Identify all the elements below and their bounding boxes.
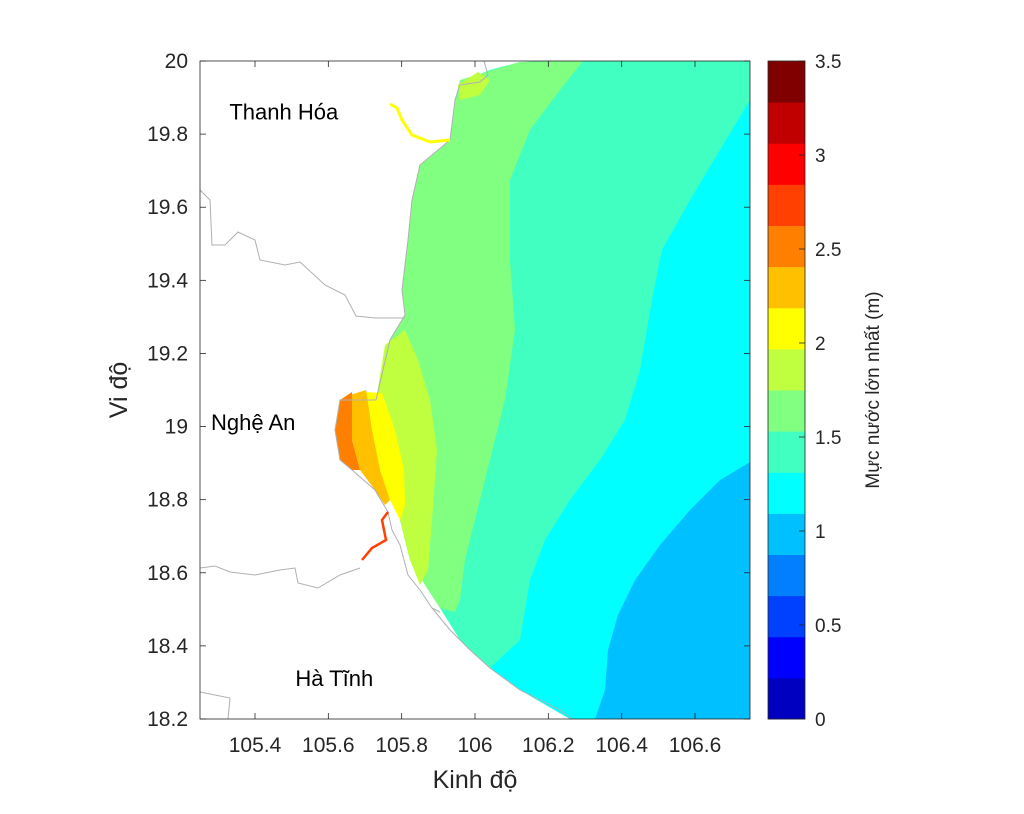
colorbar-segment	[768, 554, 805, 597]
contour-bands	[335, 61, 750, 719]
ha-tinh-coast	[431, 607, 573, 720]
place-label: Nghệ An	[211, 410, 295, 435]
y-tick-label: 19.2	[147, 342, 188, 365]
y-tick-label: 19	[165, 416, 188, 439]
y-tick-label: 18.8	[147, 489, 188, 512]
colorbar-segment	[768, 143, 805, 185]
x-axis-label: Kinh độ	[433, 766, 518, 794]
colorbar-segment	[768, 390, 805, 432]
colorbar-segment	[768, 431, 805, 473]
colorbar-segment	[768, 102, 805, 144]
y-axis-label: Vi độ	[105, 362, 133, 419]
colorbar-segment	[768, 472, 805, 514]
y-tick-label: 18.6	[147, 562, 188, 585]
y-tick-label: 20	[165, 50, 188, 73]
colorbar-tick-label: 3	[815, 146, 826, 167]
place-labels: Thanh Hóa Nghệ An Hà Tĩnh	[211, 99, 373, 691]
colorbar-tick-label: 2.5	[815, 240, 841, 261]
band-2.25-2.5	[365, 392, 405, 520]
nghe-an-river	[361, 511, 389, 561]
colorbar-segment	[768, 307, 805, 350]
x-tick-label: 105.6	[302, 734, 355, 757]
colorbar: 0 0.5 1 1.5 2 2.5 3 3.5	[767, 52, 841, 731]
colorbar-segment	[768, 184, 805, 226]
place-label: Hà Tĩnh	[295, 666, 373, 691]
colorbar-segment	[768, 636, 805, 679]
coastline	[334, 60, 489, 613]
y-tick-label: 19.8	[147, 123, 188, 146]
southwest-border	[199, 691, 231, 720]
colorbar-tick-label: 3.5	[815, 52, 841, 73]
province-borders	[199, 60, 573, 720]
colorbar-frame	[767, 60, 806, 720]
colorbar-tick-label: 1.5	[815, 428, 841, 449]
band-2.0-2.25	[376, 330, 437, 585]
thanh-hoa-river	[389, 102, 451, 144]
band-2.0-2.25-north	[458, 72, 490, 100]
colorbar-tick-label: 2	[815, 334, 826, 355]
band-2.5-2.75	[350, 390, 390, 505]
nghe-an-ha-tinh-border	[199, 565, 361, 589]
band-2.75-3.0	[335, 392, 360, 470]
y-tick-label: 18.2	[147, 708, 188, 731]
colorbar-segment	[768, 595, 805, 638]
colorbar-segment	[768, 266, 805, 309]
colorbar-segment	[768, 225, 805, 268]
x-tick-label: 106.4	[595, 734, 648, 757]
colorbar-segment	[768, 513, 805, 555]
x-tick-label: 106.2	[522, 734, 575, 757]
y-tick-label: 19.4	[147, 269, 188, 292]
y-tick-label: 18.4	[147, 635, 188, 658]
place-label: Thanh Hóa	[229, 99, 339, 124]
colorbar-segment	[768, 61, 805, 103]
colorbar-segment	[768, 348, 805, 391]
x-tick-label: 105.8	[375, 734, 428, 757]
y-axis-ticks: 20 19.8 19.6 19.4 19.2 19 18.8 18.6 18.4 18.2	[147, 50, 750, 731]
colorbar-segment	[768, 677, 805, 720]
x-tick-label: 106.6	[669, 734, 722, 757]
y-tick-label: 19.6	[147, 196, 188, 219]
colorbar-label: Mực nước lớn nhất (m)	[863, 291, 884, 488]
colorbar-tick-label: 0.5	[815, 616, 841, 637]
thanh-hoa-nghe-an-border	[199, 189, 405, 319]
band-1.0-1.25	[595, 462, 750, 719]
x-tick-label: 106	[457, 734, 492, 757]
colorbar-tick-label: 0	[815, 710, 826, 731]
x-tick-label: 105.4	[229, 734, 282, 757]
x-axis-ticks: 105.4 105.6 105.8 106 106.2 106.4 106.6	[229, 61, 722, 757]
colorbar-tick-label: 1	[815, 522, 826, 543]
